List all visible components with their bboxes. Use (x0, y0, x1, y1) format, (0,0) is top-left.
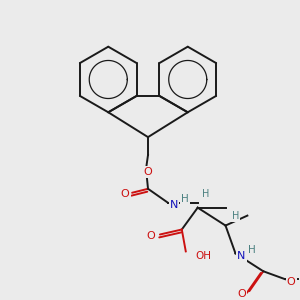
Text: N: N (170, 200, 178, 210)
Text: O: O (237, 289, 246, 299)
Text: H: H (202, 189, 209, 199)
Text: O: O (287, 277, 296, 287)
Text: H: H (232, 211, 239, 220)
Text: H: H (181, 194, 189, 204)
Text: OH: OH (196, 251, 212, 261)
Text: O: O (147, 232, 155, 242)
Text: H: H (248, 245, 256, 255)
Text: O: O (144, 167, 152, 177)
Text: N: N (237, 251, 246, 261)
Text: O: O (121, 189, 130, 199)
